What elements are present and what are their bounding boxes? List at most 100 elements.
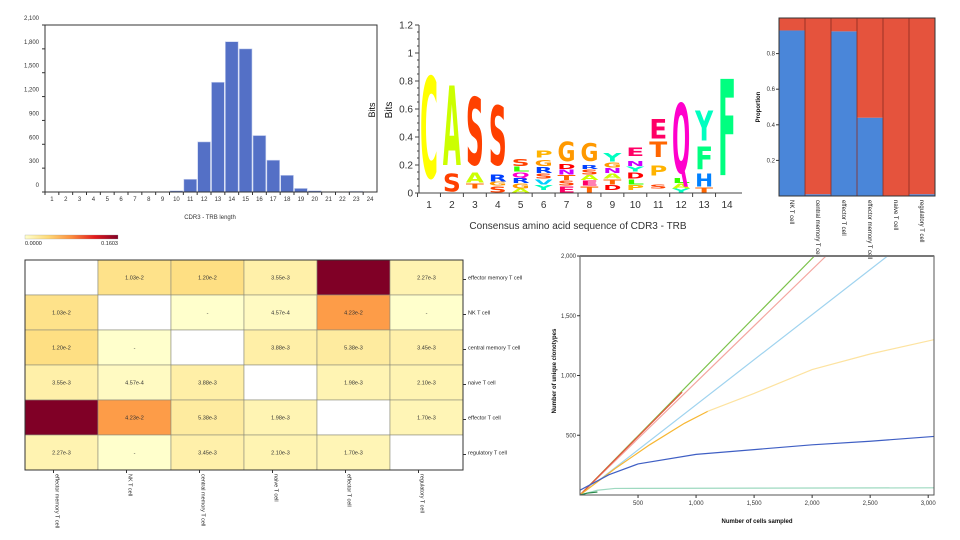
row-label: effector memory T cell — [468, 276, 522, 282]
heatmap-cell-label: 3.45e-3 — [198, 451, 217, 457]
x-axis-label: Consensus amino acid sequence of CDR3 - … — [469, 221, 686, 232]
logo-letter: E — [558, 185, 576, 195]
proportion-bar-segment — [831, 18, 857, 32]
y-tick-label: 1 — [407, 49, 413, 60]
plot-frame — [579, 255, 935, 496]
logo-letter: D — [558, 163, 576, 171]
row-label: naive T cell — [468, 381, 496, 387]
heatmap-cell — [170, 399, 245, 436]
heatmap-cell — [97, 294, 172, 331]
row-label: NK T cell — [468, 311, 490, 317]
logo-letter: G — [489, 181, 507, 187]
heatmap-cell-label: 4.57e-4 — [271, 311, 290, 317]
column-label: effector T cell — [346, 474, 352, 507]
heatmap-cell-label: - — [134, 346, 136, 352]
y-tick-label: 2,100 — [24, 16, 40, 22]
logo-letter: P — [535, 150, 553, 161]
heatmap-cell-label: 1.70e-3 — [417, 416, 436, 422]
logo-letter: E — [626, 145, 644, 159]
x-tick-label: 500 — [633, 501, 644, 507]
heatmap-cell — [389, 329, 464, 366]
heatmap-cell-label: 2.10e-3 — [271, 451, 290, 457]
proportion-bar-segment — [909, 18, 935, 195]
x-tick-label: 11 — [653, 200, 664, 211]
logo-letter: S — [580, 168, 598, 176]
y-tick-label: 500 — [566, 433, 577, 439]
heatmap-frame — [24, 259, 464, 471]
rarefaction-line — [580, 491, 598, 495]
rarefaction-line — [580, 256, 888, 495]
logo-letter: N — [603, 167, 621, 175]
x-tick-label: 10 — [630, 200, 642, 211]
heatmap-cell — [316, 259, 391, 296]
logo-letter: S — [512, 158, 530, 169]
x-tick-label: 7 — [133, 197, 137, 203]
x-tick-label: central memory T cell — [814, 200, 820, 257]
heatmap-cell — [170, 434, 245, 471]
logo-letter: T — [649, 136, 668, 162]
logo-letter: G — [535, 159, 553, 169]
logo-letter: G — [512, 182, 530, 190]
heatmap-cell — [24, 294, 99, 331]
x-tick-label: 1 — [50, 197, 54, 203]
heatmap-cell-label: 4.23e-2 — [125, 416, 144, 422]
x-tick-label: 16 — [256, 197, 263, 203]
logo-letter: A — [580, 174, 599, 182]
logo-letter: S — [558, 179, 576, 187]
x-tick-label: 5 — [106, 197, 110, 203]
logo-letter: P — [649, 163, 668, 179]
x-tick-label: 24 — [367, 197, 374, 203]
heatmap-cell-label: 3.55e-3 — [271, 276, 290, 282]
column-label: central memory T cell — [200, 474, 206, 526]
heatmap-cell-label: 3.88e-3 — [271, 346, 290, 352]
x-tick-label: 12 — [676, 200, 688, 211]
heatmap-cell — [243, 364, 318, 401]
logo-letter: F — [718, 54, 736, 208]
bits-label: Bits — [367, 102, 377, 118]
histogram-bar — [252, 135, 267, 193]
logo-letter: L — [672, 177, 692, 185]
column-label: effector memory T cell — [54, 474, 60, 528]
logo-letter: S — [535, 172, 553, 180]
logo-letter: D — [603, 184, 621, 192]
x-tick-label: 2,500 — [863, 501, 879, 507]
plot-frame — [778, 17, 936, 197]
x-tick-label: 17 — [270, 197, 277, 203]
y-tick-label: 900 — [29, 111, 40, 117]
x-tick-label: 1,000 — [689, 501, 705, 507]
x-tick-label: 2 — [64, 197, 68, 203]
row-label: regulatory T cell — [468, 451, 507, 457]
y-axis-label: Number of unique clonotypes — [552, 328, 558, 413]
logo-letter: Y — [623, 165, 646, 173]
y-tick-label: 1.2 — [399, 21, 413, 32]
logo-letter: D — [626, 171, 645, 181]
x-tick-label: 22 — [339, 197, 346, 203]
y-axis-label: Bits — [384, 102, 395, 119]
x-tick-label: 2 — [449, 200, 455, 211]
logo-letter: S — [649, 184, 668, 190]
rarefaction-line — [580, 391, 683, 495]
x-tick-label: 3 — [472, 200, 478, 211]
y-tick-label: 0.6 — [399, 105, 413, 116]
logo-letter: R — [512, 177, 531, 185]
y-tick-label: 0 — [36, 183, 40, 189]
rarefaction-line — [580, 435, 934, 491]
logo-letter: A — [603, 172, 622, 180]
y-tick-label: 600 — [29, 135, 40, 141]
heatmap-cell-label: 1.20e-2 — [198, 276, 217, 282]
logo-letter: A — [512, 188, 533, 194]
proportion-bar-segment — [805, 194, 831, 196]
heatmap-cell — [243, 434, 318, 471]
heatmap-cell — [243, 399, 318, 436]
x-tick-label: NK T cell — [788, 200, 794, 224]
y-tick-label: 0.8 — [399, 77, 413, 88]
heatmap-cell-label: - — [207, 311, 209, 317]
x-tick-label: 2,000 — [805, 501, 821, 507]
heatmap-cell — [389, 399, 464, 436]
heatmap-cell — [170, 364, 245, 401]
heatmap-cell-label: 5.38e-3 — [344, 346, 363, 352]
histogram-bar — [294, 188, 308, 193]
heatmap-cell — [170, 329, 245, 366]
x-tick-label: effector memory T cell — [866, 200, 872, 259]
logo-letter: S — [443, 169, 461, 198]
